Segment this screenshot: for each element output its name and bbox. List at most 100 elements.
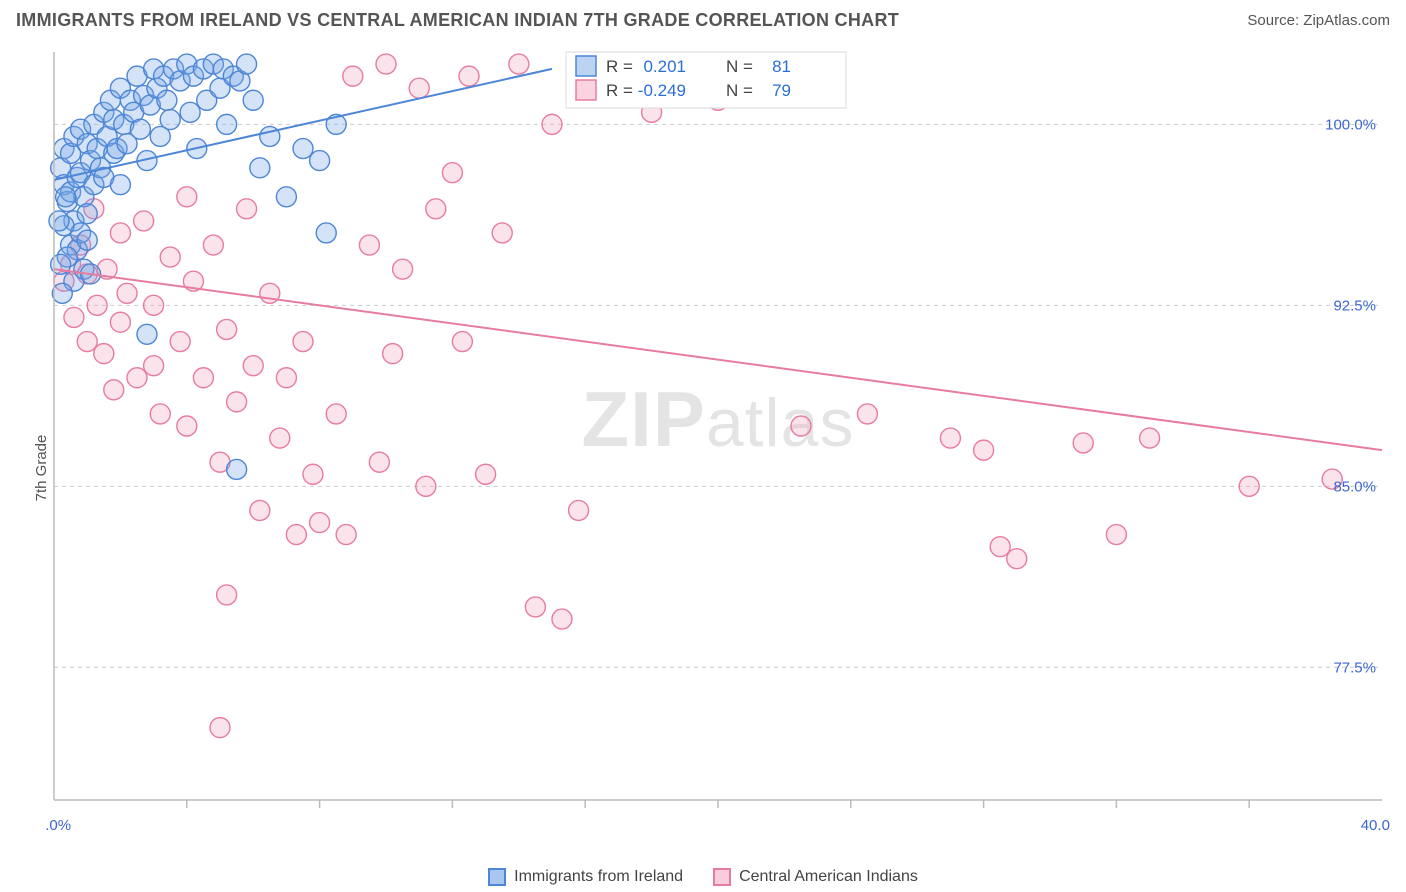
scatter-point <box>130 119 150 139</box>
bottom-legend-swatch <box>488 868 506 886</box>
scatter-point <box>542 114 562 134</box>
chart-area: 7th Grade ZIPatlas0.0%40.0%77.5%85.0%92.… <box>0 44 1406 892</box>
legend-swatch <box>576 56 596 76</box>
scatter-point <box>243 356 263 376</box>
scatter-point <box>492 223 512 243</box>
scatter-point <box>316 223 336 243</box>
legend-swatch <box>576 80 596 100</box>
bottom-legend-item: Central American Indians <box>713 868 918 886</box>
scatter-point <box>217 114 237 134</box>
scatter-point <box>203 235 223 255</box>
x-tick-label: 0.0% <box>46 817 71 834</box>
scatter-point <box>157 90 177 110</box>
scatter-point <box>150 404 170 424</box>
scatter-point <box>94 344 114 364</box>
source-link[interactable]: ZipAtlas.com <box>1303 12 1390 29</box>
scatter-point <box>393 259 413 279</box>
bottom-legend: Immigrants from Ireland Central American … <box>0 868 1406 886</box>
legend-r-value: 0.201 <box>643 57 686 76</box>
scatter-point <box>857 404 877 424</box>
scatter-point <box>64 307 84 327</box>
scatter-point <box>442 163 462 183</box>
y-tick-label: 85.0% <box>1333 478 1376 495</box>
scatter-point <box>137 324 157 344</box>
scatter-point <box>77 332 97 352</box>
scatter-point <box>243 90 263 110</box>
scatter-point <box>426 199 446 219</box>
scatter-point <box>452 332 472 352</box>
scatter-point <box>409 78 429 98</box>
scatter-point <box>110 223 130 243</box>
source-prefix: Source: <box>1247 12 1303 29</box>
scatter-point <box>170 332 190 352</box>
scatter-point <box>276 187 296 207</box>
scatter-point <box>990 537 1010 557</box>
bottom-legend-swatch <box>713 868 731 886</box>
legend-n-label: N = <box>726 57 753 76</box>
scatter-point <box>376 54 396 74</box>
scatter-point <box>310 513 330 533</box>
scatter-point <box>52 283 72 303</box>
scatter-point <box>343 66 363 86</box>
scatter-point <box>383 344 403 364</box>
y-tick-label: 100.0% <box>1325 116 1376 133</box>
scatter-point <box>310 151 330 171</box>
x-tick-label: 40.0% <box>1361 817 1390 834</box>
scatter-point <box>227 459 247 479</box>
scatter-point <box>369 452 389 472</box>
watermark: ZIPatlas <box>582 375 855 463</box>
scatter-point <box>509 54 529 74</box>
scatter-point <box>359 235 379 255</box>
scatter-point <box>210 718 230 738</box>
scatter-point <box>110 175 130 195</box>
bottom-legend-label: Immigrants from Ireland <box>514 868 683 886</box>
scatter-point <box>416 476 436 496</box>
scatter-point <box>160 110 180 130</box>
scatter-point <box>1007 549 1027 569</box>
legend-n-value: 81 <box>772 57 791 76</box>
scatter-point <box>940 428 960 448</box>
scatter-point <box>250 158 270 178</box>
scatter-point <box>104 380 124 400</box>
legend-r-value: -0.249 <box>638 81 686 100</box>
scatter-point <box>459 66 479 86</box>
scatter-point <box>87 295 107 315</box>
legend-r-label: R = <box>606 81 633 100</box>
scatter-point <box>552 609 572 629</box>
scatter-point <box>303 464 323 484</box>
scatter-point <box>180 102 200 122</box>
scatter-point <box>1073 433 1093 453</box>
scatter-point <box>276 368 296 388</box>
scatter-point <box>177 187 197 207</box>
legend-n-value: 79 <box>772 81 791 100</box>
scatter-point <box>134 211 154 231</box>
chart-title: IMMIGRANTS FROM IRELAND VS CENTRAL AMERI… <box>16 10 899 31</box>
bottom-legend-label: Central American Indians <box>739 868 918 886</box>
scatter-point <box>117 283 137 303</box>
scatter-point <box>217 319 237 339</box>
y-tick-label: 92.5% <box>1333 297 1376 314</box>
legend-n-label: N = <box>726 81 753 100</box>
scatter-plot: ZIPatlas 0.0% 40.0% 77.5% 85.0% 92.5% 100.0% R … <box>46 44 1390 844</box>
scatter-point <box>56 187 76 207</box>
scatter-point <box>77 230 97 250</box>
scatter-point <box>144 356 164 376</box>
scatter-point <box>110 312 130 332</box>
chart-source: Source: ZipAtlas.com <box>1247 12 1390 29</box>
chart-header: IMMIGRANTS FROM IRELAND VS CENTRAL AMERI… <box>0 0 1406 39</box>
scatter-point <box>49 211 69 231</box>
scatter-point <box>217 585 237 605</box>
scatter-point <box>160 247 180 267</box>
scatter-point <box>237 54 257 74</box>
scatter-point <box>293 139 313 159</box>
scatter-point <box>293 332 313 352</box>
scatter-point <box>237 199 257 219</box>
scatter-point <box>525 597 545 617</box>
scatter-point <box>286 525 306 545</box>
scatter-point <box>144 295 164 315</box>
scatter-point <box>974 440 994 460</box>
scatter-point <box>270 428 290 448</box>
scatter-point <box>336 525 356 545</box>
legend-r-label: R = <box>606 57 633 76</box>
y-tick-label: 77.5% <box>1333 659 1376 676</box>
